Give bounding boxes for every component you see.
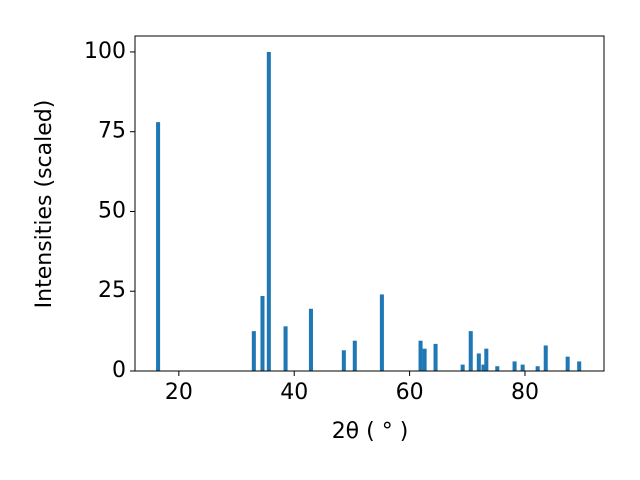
- bar: [341, 350, 346, 371]
- x-tick-label: 20: [165, 380, 193, 405]
- y-tick-label: 75: [98, 119, 126, 144]
- bar: [251, 331, 256, 371]
- bar: [460, 364, 465, 371]
- bar: [352, 340, 357, 371]
- y-axis-label: Intensities (scaled): [32, 100, 57, 309]
- bar: [481, 364, 486, 371]
- y-tick-label: 100: [84, 39, 126, 64]
- bar: [512, 361, 517, 371]
- bar: [283, 326, 288, 371]
- bar: [418, 340, 423, 371]
- bar: [484, 348, 489, 371]
- bar: [535, 366, 540, 371]
- plot-frame: [134, 35, 605, 372]
- bar: [156, 122, 161, 372]
- bar: [379, 294, 384, 371]
- bar: [476, 353, 481, 371]
- bar: [495, 366, 500, 371]
- bar: [422, 348, 427, 371]
- bar: [520, 364, 525, 371]
- y-tick-label: 25: [98, 278, 126, 303]
- x-tick-label: 60: [396, 380, 424, 405]
- y-tick-label: 50: [98, 198, 126, 223]
- bar: [468, 331, 473, 371]
- bar: [433, 343, 438, 371]
- y-tick-label: 0: [112, 358, 126, 383]
- bar: [308, 308, 313, 371]
- bar: [266, 51, 271, 371]
- x-axis-label: 2θ ( ° ): [332, 419, 409, 444]
- bar: [543, 345, 548, 371]
- x-tick-label: 40: [280, 380, 308, 405]
- x-tick-label: 80: [511, 380, 539, 405]
- bar: [565, 356, 570, 371]
- bar: [577, 361, 582, 371]
- bar: [260, 296, 265, 371]
